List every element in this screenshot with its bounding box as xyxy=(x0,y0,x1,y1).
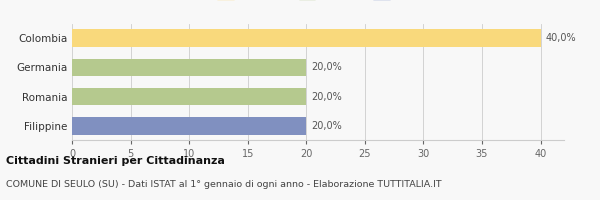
Text: 20,0%: 20,0% xyxy=(311,121,342,131)
Text: 20,0%: 20,0% xyxy=(311,92,342,102)
Text: COMUNE DI SEULO (SU) - Dati ISTAT al 1° gennaio di ogni anno - Elaborazione TUTT: COMUNE DI SEULO (SU) - Dati ISTAT al 1° … xyxy=(6,180,442,189)
Text: 40,0%: 40,0% xyxy=(545,33,576,43)
Bar xyxy=(72,29,541,47)
Text: Cittadini Stranieri per Cittadinanza: Cittadini Stranieri per Cittadinanza xyxy=(6,156,225,166)
Text: 20,0%: 20,0% xyxy=(311,62,342,72)
Bar xyxy=(72,59,306,76)
Legend: America, Europa, Asia: America, Europa, Asia xyxy=(215,0,421,1)
Bar xyxy=(72,117,306,135)
Bar xyxy=(72,88,306,105)
